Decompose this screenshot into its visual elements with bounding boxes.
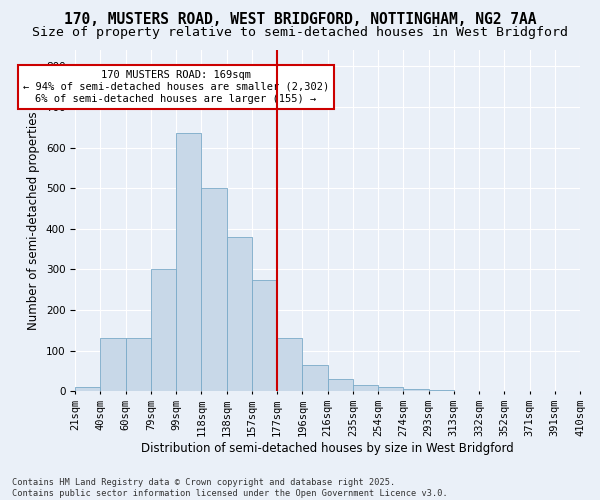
- Text: 170, MUSTERS ROAD, WEST BRIDGFORD, NOTTINGHAM, NG2 7AA: 170, MUSTERS ROAD, WEST BRIDGFORD, NOTTI…: [64, 12, 536, 28]
- Bar: [75, 387, 100, 392]
- X-axis label: Distribution of semi-detached houses by size in West Bridgford: Distribution of semi-detached houses by …: [141, 442, 514, 455]
- Text: 170 MUSTERS ROAD: 169sqm
← 94% of semi-detached houses are smaller (2,302)
6% of: 170 MUSTERS ROAD: 169sqm ← 94% of semi-d…: [23, 70, 329, 104]
- Bar: [403, 390, 428, 392]
- Bar: [176, 134, 202, 392]
- Y-axis label: Number of semi-detached properties: Number of semi-detached properties: [27, 112, 40, 330]
- Bar: [227, 237, 252, 392]
- Bar: [328, 379, 353, 392]
- Bar: [100, 338, 125, 392]
- Bar: [125, 338, 151, 392]
- Bar: [302, 365, 328, 392]
- Bar: [353, 385, 378, 392]
- Bar: [378, 387, 403, 392]
- Bar: [428, 390, 454, 392]
- Bar: [277, 338, 302, 392]
- Text: Contains HM Land Registry data © Crown copyright and database right 2025.
Contai: Contains HM Land Registry data © Crown c…: [12, 478, 448, 498]
- Text: Size of property relative to semi-detached houses in West Bridgford: Size of property relative to semi-detach…: [32, 26, 568, 39]
- Bar: [252, 280, 277, 392]
- Bar: [151, 270, 176, 392]
- Bar: [202, 188, 227, 392]
